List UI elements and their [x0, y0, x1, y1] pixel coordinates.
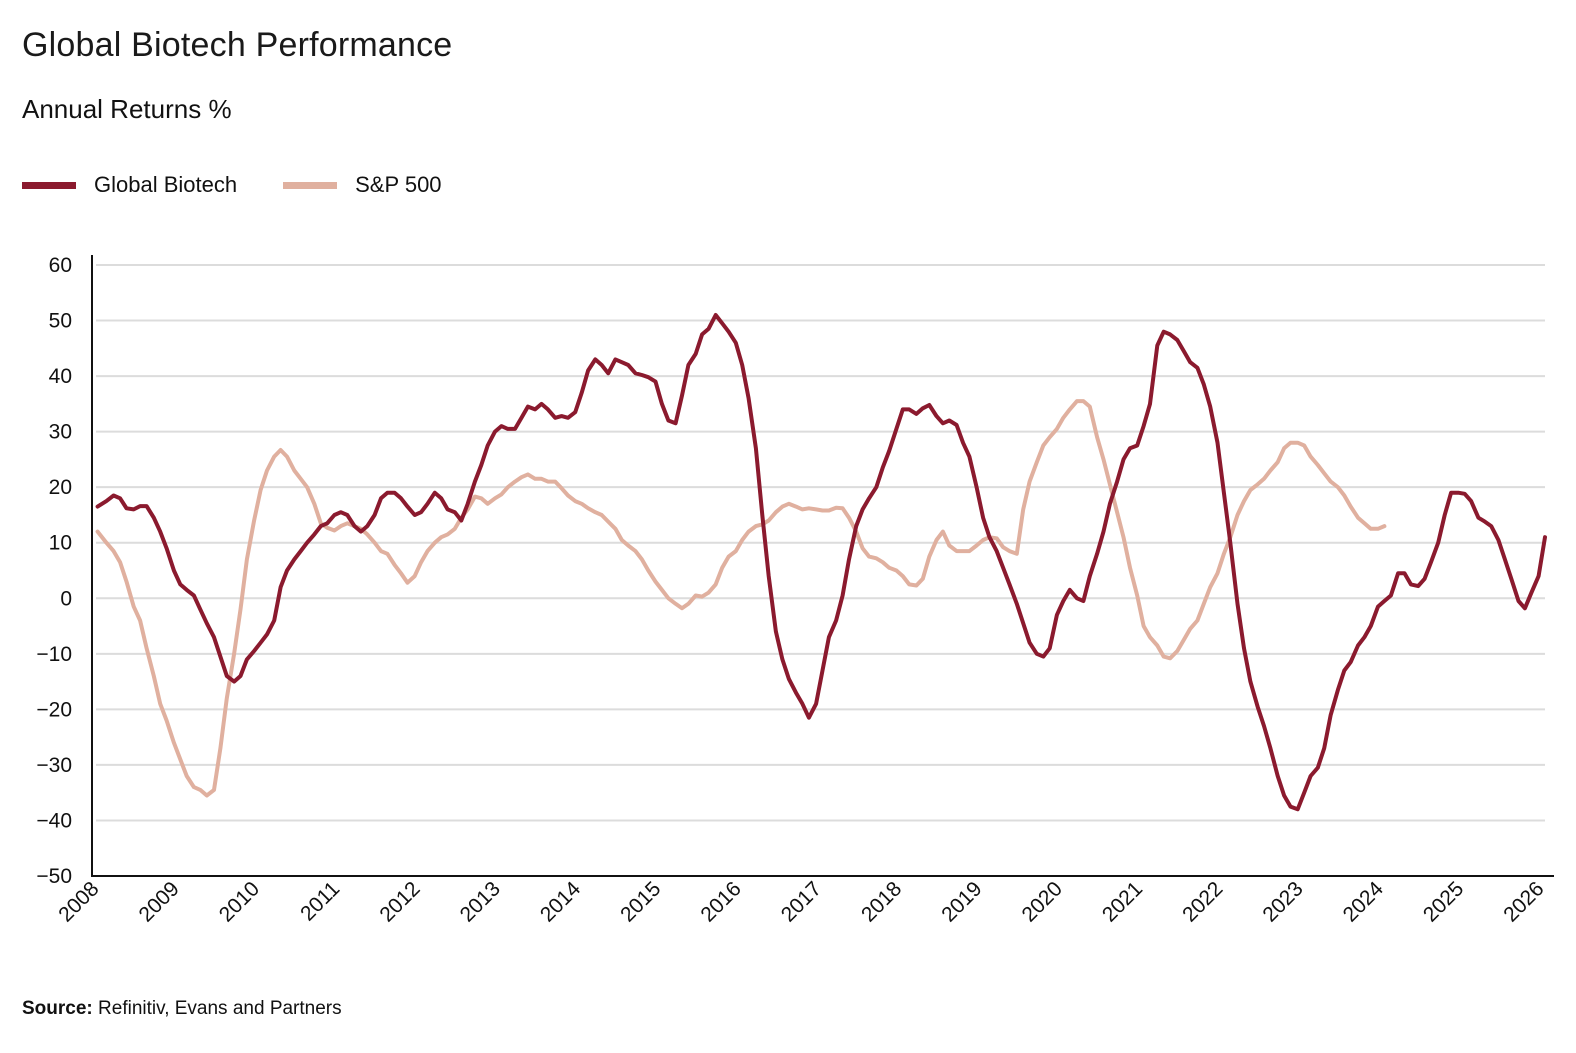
y-tick-label: 10: [49, 532, 72, 555]
x-tick-label: 2014: [536, 877, 586, 927]
chart-subtitle: Annual Returns %: [22, 94, 232, 124]
y-tick-label: −20: [36, 698, 72, 721]
series-lines: [95, 313, 1547, 812]
legend-item-sp500[interactable]: S&P 500: [283, 172, 442, 198]
x-tick-label: 2013: [456, 877, 505, 926]
x-tick-label: 2020: [1018, 877, 1067, 926]
gridlines: [96, 264, 1545, 822]
y-tick-label: 0: [60, 587, 72, 610]
x-tick-label: 2009: [135, 877, 184, 926]
y-tick-label: 60: [49, 254, 72, 277]
x-tick-label: 2021: [1098, 877, 1147, 926]
legend-label-sp500: S&P 500: [355, 172, 442, 197]
series-line-s-p-500: [95, 399, 1387, 798]
source-label: Source:: [22, 998, 93, 1019]
x-tick-label: 2015: [616, 877, 665, 926]
x-tick-label: 2011: [296, 877, 344, 925]
x-tick-label: 2012: [375, 877, 424, 926]
x-tick-label: 2019: [937, 877, 986, 926]
chart-title: Global Biotech Performance: [22, 26, 453, 64]
legend-item-global-biotech[interactable]: Global Biotech: [22, 172, 237, 198]
x-tick-label: 2010: [215, 877, 264, 926]
y-tick-label: 50: [49, 310, 72, 333]
y-tick-label: 20: [49, 476, 72, 499]
x-tick-label: 2017: [777, 877, 826, 926]
x-tick-label: 2023: [1258, 877, 1307, 926]
y-tick-label: 30: [49, 421, 72, 444]
x-tick-label: 2018: [857, 877, 906, 926]
y-axis-ticks: 60 50 40 30 20 10 0 −10 −20 −30 −40 −50: [36, 254, 72, 888]
y-tick-label: −40: [36, 809, 72, 832]
x-axis-ticks: 2008 2009 2010 2011 2012 2013 2014 2015 2016 2017…: [54, 877, 1548, 927]
y-tick-label: −10: [36, 643, 72, 666]
legend: Global Biotech S&P 500: [22, 172, 488, 198]
source-text: Refinitiv, Evans and Partners: [92, 998, 342, 1019]
y-tick-label: −50: [36, 865, 72, 888]
legend-swatch-sp500: [283, 181, 338, 189]
series-line-global-biotech: [95, 313, 1547, 812]
source-note: Source: Refinitiv, Evans and Partners: [22, 998, 342, 1020]
legend-swatch-global-biotech: [22, 181, 76, 189]
y-tick-label: −30: [36, 754, 72, 777]
legend-label-global-biotech: Global Biotech: [94, 172, 238, 197]
x-tick-label: 2026: [1499, 877, 1548, 926]
x-tick-label: 2024: [1339, 877, 1389, 927]
x-tick-label: 2025: [1419, 877, 1468, 926]
y-tick-label: 40: [49, 365, 72, 388]
x-tick-label: 2016: [696, 877, 745, 926]
x-tick-label: 2022: [1178, 877, 1227, 926]
